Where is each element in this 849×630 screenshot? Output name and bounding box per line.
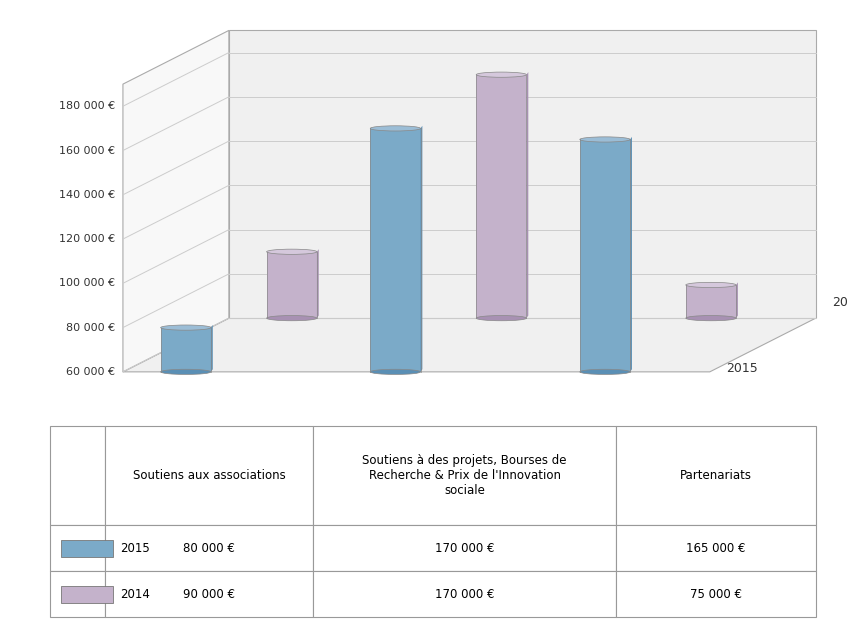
Text: 2014: 2014 xyxy=(121,588,150,601)
Ellipse shape xyxy=(160,325,211,330)
Polygon shape xyxy=(686,285,736,318)
Polygon shape xyxy=(476,75,526,318)
Text: Soutiens à des projets,
Bourses de Recherche &
Prix de l'Innovation
sociale: Soutiens à des projets, Bourses de Reche… xyxy=(327,426,489,484)
Polygon shape xyxy=(123,318,816,372)
Polygon shape xyxy=(526,72,528,318)
Text: 2015: 2015 xyxy=(726,362,758,374)
Text: 80 000 €: 80 000 € xyxy=(65,323,115,333)
Polygon shape xyxy=(420,126,422,372)
Polygon shape xyxy=(229,30,816,318)
Text: 100 000 €: 100 000 € xyxy=(59,278,115,289)
Polygon shape xyxy=(160,328,211,372)
Polygon shape xyxy=(267,252,317,318)
Polygon shape xyxy=(736,282,738,318)
Ellipse shape xyxy=(686,316,736,321)
Bar xyxy=(61,586,113,603)
Text: 140 000 €: 140 000 € xyxy=(59,190,115,200)
Text: Partenariats: Partenariats xyxy=(554,426,637,438)
Ellipse shape xyxy=(476,316,526,321)
Text: 160 000 €: 160 000 € xyxy=(59,146,115,156)
Text: 2014: 2014 xyxy=(832,296,849,309)
Bar xyxy=(61,539,113,557)
Ellipse shape xyxy=(476,72,526,77)
Polygon shape xyxy=(317,249,318,318)
Polygon shape xyxy=(211,325,213,372)
Polygon shape xyxy=(370,129,420,372)
Ellipse shape xyxy=(580,369,630,374)
Ellipse shape xyxy=(580,137,630,142)
Text: Soutiens aux
associations: Soutiens aux associations xyxy=(170,426,256,454)
Polygon shape xyxy=(580,139,630,372)
Polygon shape xyxy=(123,30,229,372)
Ellipse shape xyxy=(267,249,317,255)
Ellipse shape xyxy=(686,282,736,287)
Ellipse shape xyxy=(267,316,317,321)
Text: 2015: 2015 xyxy=(121,542,150,555)
Text: 120 000 €: 120 000 € xyxy=(59,234,115,244)
Ellipse shape xyxy=(160,369,211,374)
Ellipse shape xyxy=(370,126,420,131)
Ellipse shape xyxy=(370,369,420,374)
Text: 60 000 €: 60 000 € xyxy=(65,367,115,377)
Text: 180 000 €: 180 000 € xyxy=(59,101,115,112)
Polygon shape xyxy=(630,137,632,372)
